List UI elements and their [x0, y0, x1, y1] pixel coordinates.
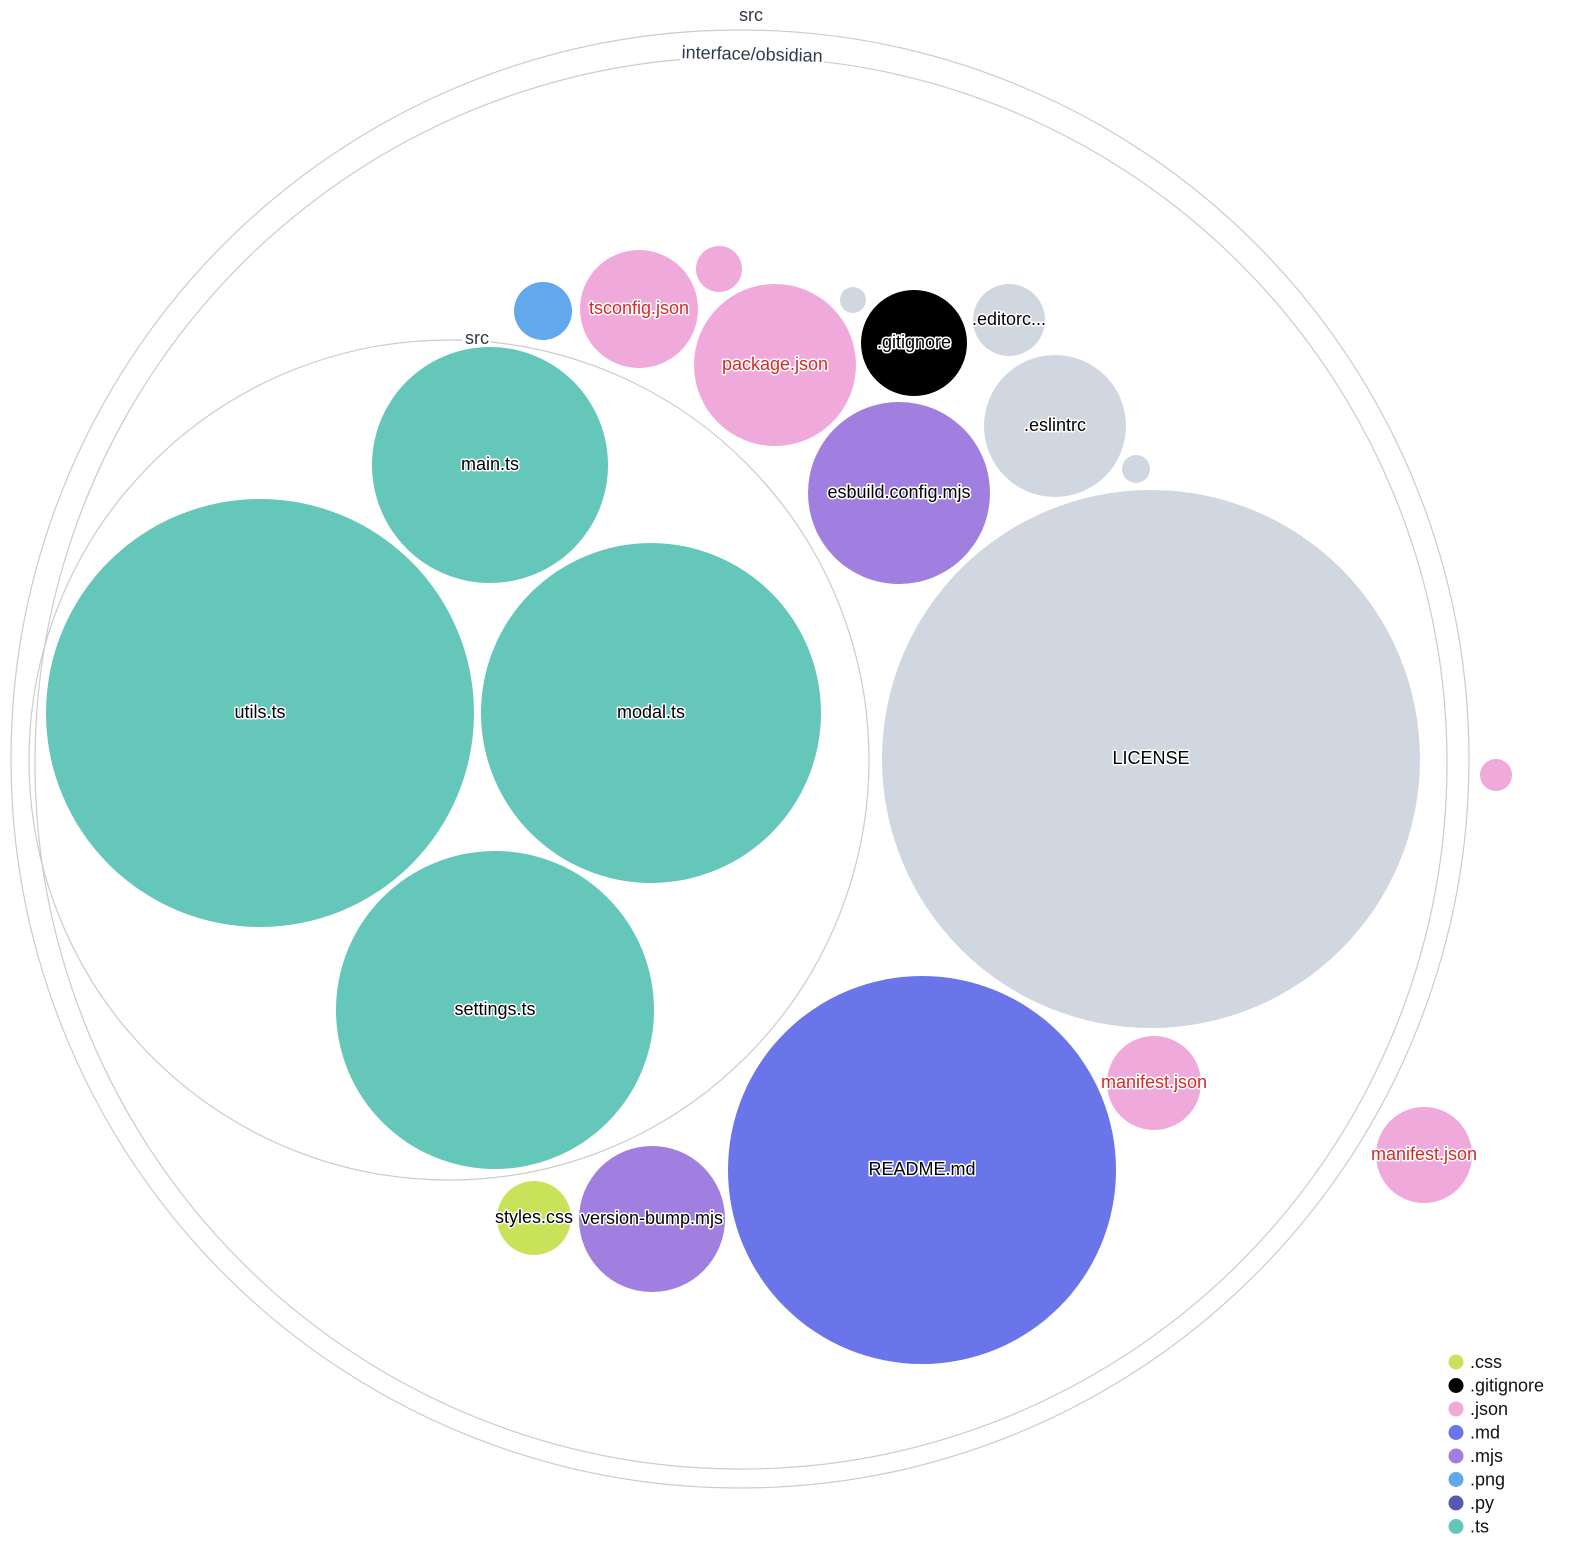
legend-label: .ts [1470, 1516, 1489, 1536]
file-circle[interactable] [694, 284, 856, 446]
legend-label: .css [1470, 1352, 1502, 1372]
file-label: modal.ts [617, 702, 685, 722]
legend-label: .png [1470, 1469, 1505, 1489]
legend-swatch [1448, 1354, 1464, 1370]
file-circle[interactable] [579, 1146, 725, 1292]
file-circle[interactable] [372, 347, 608, 583]
file-label: .editorc... [972, 309, 1046, 329]
file-circle[interactable] [882, 490, 1420, 1028]
file-label: tsconfig.json [589, 298, 689, 318]
file-circle[interactable] [580, 250, 698, 368]
file-circle[interactable] [861, 290, 967, 396]
file-label: .gitignore [877, 332, 951, 352]
file-label: utils.ts [234, 702, 285, 722]
file-circle[interactable] [728, 976, 1116, 1364]
file-label: .eslintrc [1024, 415, 1086, 435]
file-circle[interactable] [1376, 1107, 1472, 1203]
file-label: settings.ts [454, 999, 535, 1019]
file-label: esbuild.config.mjs [827, 482, 970, 502]
file-label: version-bump.mjs [581, 1208, 723, 1228]
file-label: styles.css [495, 1207, 573, 1227]
legend-label: .json [1470, 1399, 1508, 1419]
file-circle[interactable] [973, 284, 1045, 356]
file-label: README.md [868, 1159, 975, 1179]
file-circle[interactable] [984, 355, 1126, 497]
file-circle[interactable] [336, 851, 654, 1169]
file-label: package.json [722, 354, 828, 374]
legend-label: .mjs [1470, 1446, 1503, 1466]
file-label: main.ts [461, 454, 519, 474]
directory-circle[interactable] [34, 56, 1448, 1470]
directory-label: src [465, 328, 489, 348]
directory-circle[interactable] [28, 339, 870, 1181]
file-label: LICENSE [1112, 748, 1189, 768]
file-circle[interactable] [1107, 1036, 1201, 1130]
legend-swatch [1448, 1519, 1464, 1534]
file-circle[interactable] [514, 282, 572, 340]
file-circle[interactable] [840, 287, 866, 313]
legend-label: .md [1470, 1422, 1500, 1442]
file-circle[interactable] [1122, 455, 1150, 483]
file-circle[interactable] [1480, 759, 1512, 791]
file-circle[interactable] [481, 543, 821, 883]
file-label: manifest.json [1371, 1144, 1477, 1164]
legend-label: .py [1470, 1493, 1494, 1513]
legend-swatch [1448, 1448, 1464, 1464]
directory-label: interface/obsidian [681, 42, 823, 66]
legend-swatch [1448, 1495, 1464, 1511]
file-circle[interactable] [808, 402, 990, 584]
file-label: manifest.json [1101, 1072, 1207, 1092]
legend-label: .gitignore [1470, 1375, 1544, 1395]
legend-swatch [1448, 1378, 1464, 1393]
directory-circle[interactable] [10, 29, 1470, 1489]
legend-swatch [1448, 1425, 1464, 1440]
directory-label: src [739, 5, 763, 25]
file-circle[interactable] [497, 1181, 571, 1255]
file-circle[interactable] [46, 499, 474, 927]
file-circle[interactable] [696, 246, 742, 292]
legend-swatch [1448, 1472, 1464, 1487]
legend-swatch [1448, 1401, 1464, 1417]
